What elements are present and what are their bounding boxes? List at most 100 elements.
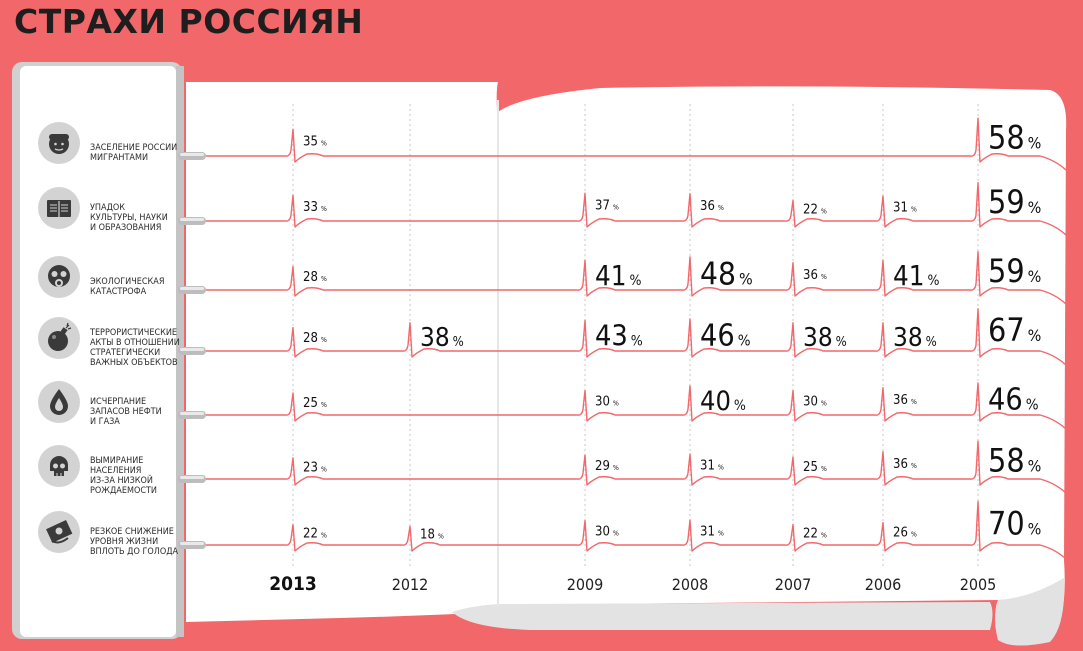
ekg-line-1 [206, 117, 1067, 171]
value-label: 46% [700, 319, 751, 354]
percent-sign: % [821, 273, 827, 281]
open-book-icon [38, 187, 80, 229]
percent-sign: % [321, 275, 327, 283]
percent-sign: % [734, 398, 746, 414]
banknote-icon [38, 511, 80, 553]
oil-drop-icon [38, 381, 80, 423]
fear-label: УПАДОК КУЛЬТУРЫ, НАУКИ И ОБРАЗОВАНИЯ [90, 203, 168, 233]
percent-sign: % [821, 532, 827, 540]
chart-title: СТРАХИ РОССИЯН [14, 2, 364, 41]
fear-label-line: И ОБРАЗОВАНИЯ [90, 223, 162, 233]
percent-sign: % [718, 463, 724, 471]
percent-sign: % [630, 273, 642, 289]
percent-sign: % [613, 464, 619, 472]
fear-label-line: КУЛЬТУРЫ, НАУКИ [90, 213, 168, 223]
percent-sign: % [321, 465, 327, 473]
fear-label: ВЫМИРАНИЕ НАСЕЛЕНИЯ ИЗ-ЗА НИЗКОЙ РОЖДАЕМОСТ… [90, 456, 157, 496]
percent-sign: % [911, 462, 917, 470]
percent-sign: % [911, 205, 917, 213]
ekg-line-6 [206, 440, 1067, 494]
fear-label-line: АКТЫ В ОТНОШЕНИИ [90, 338, 180, 348]
fear-label: РЕЗКОЕ СНИЖЕНИЕ УРОВНЯ ЖИЗНИ ВПЛОТЬ ДО ГОЛ… [90, 527, 178, 557]
migrant-face-icon [38, 122, 80, 164]
percent-sign: % [613, 530, 619, 538]
fear-label-line: И ГАЗА [90, 417, 120, 427]
percent-sign: % [321, 139, 327, 147]
percent-sign: % [1028, 133, 1042, 152]
percent-sign: % [321, 401, 327, 409]
binder-ring-shine [180, 218, 204, 221]
percent-sign: % [738, 332, 751, 350]
percent-sign: % [836, 335, 847, 350]
fear-label-line: МИГРАНТАМИ [90, 153, 149, 163]
gas-mask-icon [38, 256, 80, 298]
percent-sign: % [1026, 396, 1039, 414]
binder-ring-shine [180, 153, 204, 156]
percent-sign: % [1028, 456, 1042, 475]
ekg-line-2 [206, 181, 1067, 236]
fear-label: ТЕРРОРИСТИЧЕСКИЕ АКТЫ В ОТНОШЕНИИ СТРАТЕГИ… [90, 328, 180, 368]
fear-label-line: СТРАТЕГИЧЕСКИ [90, 348, 161, 358]
percent-sign: % [1028, 198, 1042, 217]
skull-icon [38, 445, 80, 487]
percent-sign: % [1028, 326, 1042, 345]
value-label: 67% [988, 311, 1041, 349]
percent-sign: % [321, 205, 327, 213]
fear-label-line: НАСЕЛЕНИЯ [90, 466, 142, 476]
left-page [186, 82, 498, 622]
binder-ring-shine [180, 412, 204, 415]
fear-label-line: ВАЖНЫХ ОБЪЕКТОВ [90, 358, 178, 368]
binder-ring-shine [180, 476, 204, 479]
fear-label-line: УПАДОК [90, 203, 126, 213]
value-label: 40% [700, 386, 746, 417]
bomb-icon [38, 317, 80, 359]
binder-ring-shine [180, 542, 204, 545]
year-label-2012: 2012 [392, 575, 429, 594]
percent-sign: % [453, 335, 464, 350]
fear-label-line: ВЫМИРАНИЕ [90, 456, 144, 466]
percent-sign: % [926, 335, 937, 350]
percent-sign: % [928, 273, 940, 289]
fear-label-line: ЗАСЕЛЕНИЕ РОССИИ [90, 143, 178, 153]
year-label-2008: 2008 [672, 575, 709, 594]
year-label-2013: 2013 [269, 573, 317, 595]
ekg-lines [206, 117, 1067, 560]
year-label-2006: 2006 [865, 575, 902, 594]
fear-label-line: КАТАСТРОФА [90, 287, 147, 297]
percent-sign: % [631, 334, 643, 350]
fear-label-line: ЭКОЛОГИЧЕСКАЯ [90, 277, 165, 287]
fear-label-line: ТЕРРОРИСТИЧЕСКИЕ [90, 328, 178, 338]
binder-rings [178, 152, 206, 549]
year-axis: 2013 2012 2009 2008 2007 2006 2005 [269, 573, 996, 595]
percent-sign: % [321, 532, 327, 540]
percent-sign: % [613, 400, 619, 408]
ekg-line-4 [206, 308, 1067, 366]
percent-sign: % [1028, 519, 1042, 538]
fear-label: ЭКОЛОГИЧЕСКАЯ КАТАСТРОФА [90, 277, 164, 297]
fear-label-line: ИЗ-ЗА НИЗКОЙ [90, 476, 153, 486]
fear-label-line: РОЖДАЕМОСТИ [90, 486, 157, 496]
value-label: 58% [988, 118, 1041, 156]
fear-label-line: РЕЗКОЕ СНИЖЕНИЕ [90, 527, 174, 537]
right-corner-curl [995, 578, 1065, 646]
fear-label-line: УРОВНЯ ЖИЗНИ [90, 537, 159, 547]
ekg-line-3 [206, 250, 1067, 305]
fear-label-line: ИСЧЕРПАНИЕ [90, 397, 147, 407]
binder-ring-shine [180, 348, 204, 351]
year-label-2009: 2009 [567, 575, 604, 594]
percent-sign: % [718, 529, 724, 537]
bottom-page-curl [452, 602, 993, 630]
binder-ring-shine [180, 287, 204, 290]
percent-sign: % [1028, 267, 1042, 286]
value-label: 38% [420, 323, 464, 353]
ekg-line-7 [206, 500, 1067, 560]
year-label-2007: 2007 [775, 575, 812, 594]
percent-sign: % [321, 336, 327, 344]
percent-sign: % [821, 208, 827, 216]
right-page [498, 86, 1067, 643]
ekg-line-5 [206, 382, 1067, 430]
percent-sign: % [821, 465, 827, 473]
fear-label-line: ЗАПАСОВ НЕФТИ [90, 407, 162, 417]
percent-sign: % [911, 531, 917, 539]
percent-sign: % [613, 204, 619, 212]
